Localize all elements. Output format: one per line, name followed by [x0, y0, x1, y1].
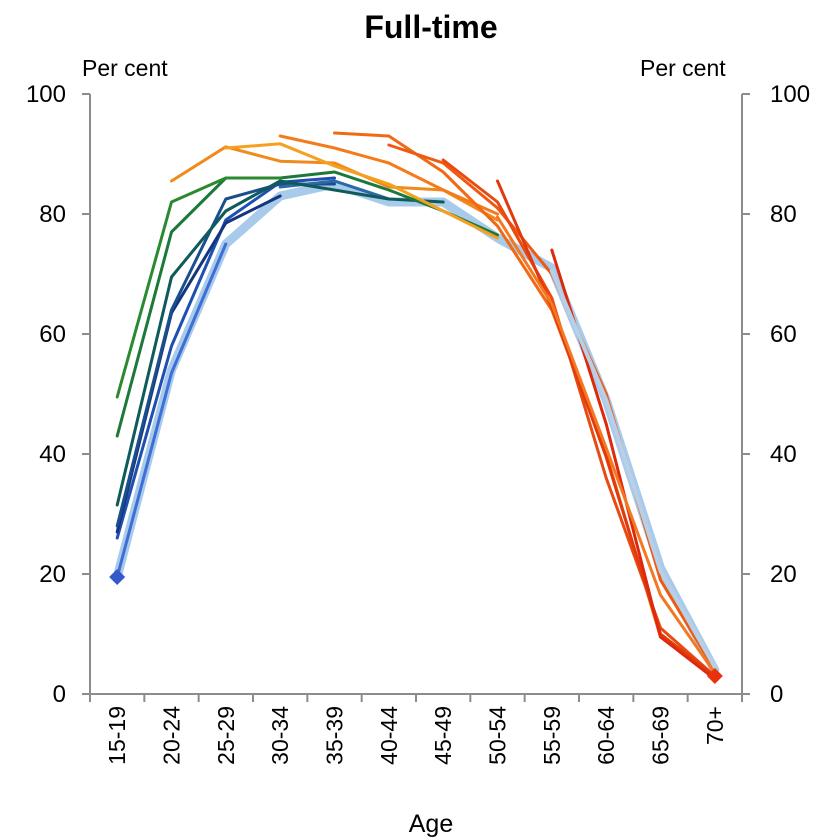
y-tick-label: 80	[39, 201, 66, 228]
y-tick-label-right: 20	[770, 561, 797, 588]
x-tick-label: 55-59	[539, 706, 565, 765]
markers	[109, 569, 723, 684]
right-axis-unit: Per cent	[640, 55, 726, 81]
series-line-4	[115, 182, 336, 528]
x-tick-label: 50-54	[485, 706, 511, 765]
series-line-12	[333, 131, 717, 678]
y-tick-label: 40	[39, 441, 66, 468]
x-tick-label: 70+	[702, 706, 728, 745]
left-axis-unit: Per cent	[82, 55, 168, 81]
series-line-11	[278, 134, 499, 216]
y-tick-label-right: 0	[770, 681, 783, 708]
x-tick-label: 60-64	[593, 706, 619, 765]
series-line-18	[549, 269, 717, 669]
y-tick-label: 20	[39, 561, 66, 588]
y-tick-label-right: 40	[770, 441, 797, 468]
y-tick-label: 60	[39, 321, 66, 348]
series-line-8	[115, 176, 282, 399]
y-tick-label-right: 100	[770, 81, 810, 108]
series-lines	[112, 131, 720, 681]
x-tick-label: 25-29	[213, 706, 239, 765]
y-tick-label: 100	[26, 81, 66, 108]
series-line-2	[115, 176, 336, 540]
y-tick-label-right: 80	[770, 201, 797, 228]
axes: 0 0 20 20 40 40 60 60 80 80 100 100 15-19 20-24 25-29 3…	[26, 81, 810, 765]
x-tick-label: 20-24	[159, 706, 185, 765]
x-tick-label: 40-44	[376, 706, 402, 765]
x-tick-label: 30-34	[267, 706, 293, 765]
series-line-13	[387, 143, 717, 672]
series-line-17	[496, 215, 717, 675]
x-tick-label: 65-69	[648, 706, 674, 765]
series-line-10	[224, 142, 499, 240]
marker-0	[109, 569, 126, 585]
x-tick-label: 35-39	[322, 706, 348, 765]
series-line-14	[441, 158, 717, 678]
y-tick-label-right: 60	[770, 321, 797, 348]
x-axis-label: Age	[409, 810, 453, 838]
series-line-15	[496, 179, 717, 678]
x-tick-label: 45-49	[430, 706, 456, 765]
series-line-1	[115, 242, 228, 579]
y-tick-label: 0	[53, 681, 66, 708]
marker-1	[706, 668, 723, 684]
series-line-6	[115, 179, 445, 507]
chart-title: Full-time	[364, 9, 497, 45]
x-tick-label: 15-19	[104, 706, 130, 765]
